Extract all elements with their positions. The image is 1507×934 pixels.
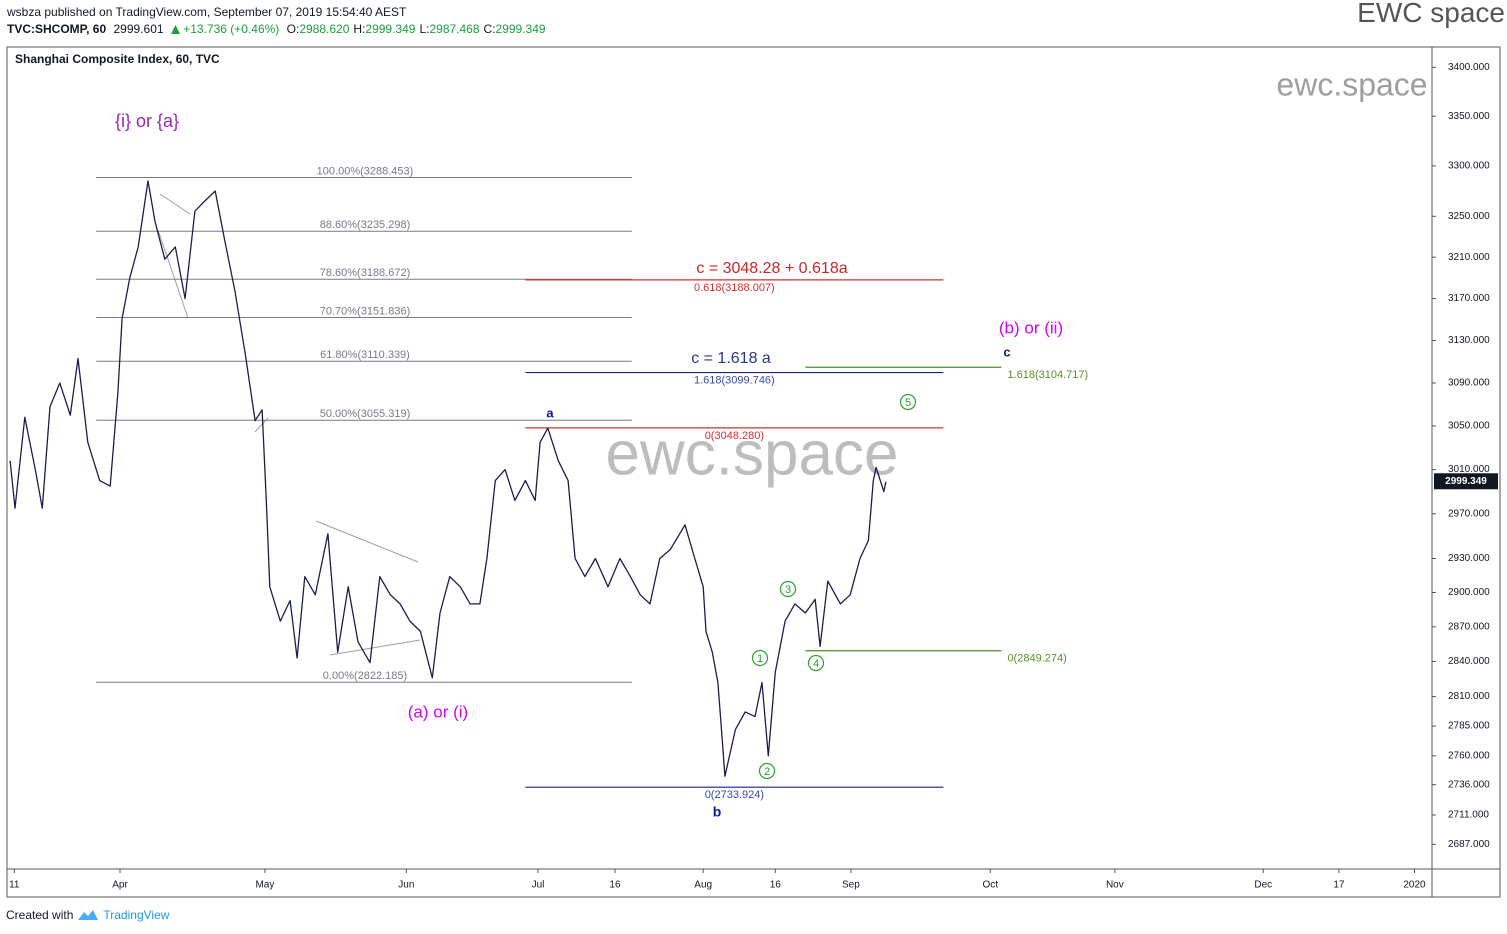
wave-number: 3: [785, 584, 791, 596]
y-tick-label: 2970.000: [1448, 508, 1490, 519]
y-tick-label: 3300.000: [1448, 161, 1490, 172]
fib-label: 61.80%(3110.339): [320, 349, 410, 361]
x-tick-label: 2020: [1403, 880, 1426, 891]
wave-label: a: [546, 405, 554, 420]
y-tick-label: 2760.000: [1448, 750, 1490, 761]
x-tick-label: Jul: [532, 880, 545, 891]
last-price-label: 2999.349: [1445, 476, 1487, 487]
wave-circle: [758, 762, 776, 780]
wave-circle: [751, 649, 769, 667]
up-arrow: [170, 25, 180, 34]
wave-label: c = 3048.28 + 0.618a: [696, 260, 847, 277]
x-tick-label: Nov: [1106, 880, 1124, 891]
y-tick-label: 3130.000: [1448, 335, 1490, 346]
symbol: TVC:SHCOMP, 60: [7, 22, 107, 36]
wave-circle: [779, 580, 797, 598]
x-tick-label: 16: [770, 880, 782, 891]
y-tick-label: 2930.000: [1448, 553, 1490, 564]
y-tick-label: 2840.000: [1448, 656, 1490, 667]
ohlc-value: 2987.468: [429, 22, 480, 36]
wave-number: 2: [764, 766, 770, 778]
ohlc-label: L:: [419, 22, 430, 36]
y-tick-label: 2810.000: [1448, 691, 1490, 702]
extension-label: 0(3048.280): [705, 430, 764, 442]
watermark: ewc.space: [1276, 66, 1427, 102]
chart-title: Shanghai Composite Index, 60, TVC: [15, 52, 220, 66]
publish-line: wsbza published on TradingView.com, Sept…: [7, 5, 410, 19]
wave-number: 4: [813, 658, 819, 670]
wave-label: {i} or {a}: [115, 111, 179, 131]
ohlc-value: 2999.349: [495, 22, 546, 36]
wave-label: c: [1003, 344, 1010, 359]
x-tick-label: Apr: [112, 880, 128, 891]
x-tick-label: 17: [1333, 880, 1345, 891]
wave-circle: [807, 654, 825, 672]
y-tick-label: 2870.000: [1448, 621, 1490, 632]
y-tick-label: 3250.000: [1448, 211, 1490, 222]
wave-circle: [899, 393, 917, 411]
x-tick-label: Jun: [398, 880, 414, 891]
wave-number: 5: [905, 397, 911, 409]
y-tick-label: 3210.000: [1448, 252, 1490, 263]
last-price: 2999.601: [113, 22, 164, 36]
extension-label: 1.618(3099.746): [694, 374, 775, 386]
ohlc-value: 2988.620: [299, 22, 350, 36]
trend-lines: [157, 193, 421, 656]
fib-label: 50.00%(3055.319): [320, 408, 411, 420]
fib-label: 70.70%(3151.836): [320, 305, 411, 317]
footer-brand: TradingView: [103, 908, 170, 922]
x-tick-label: 16: [609, 880, 621, 891]
quote-line: TVC:SHCOMP, 60 2999.601 +13.736 (+0.46%)…: [7, 22, 550, 36]
y-tick-label: 3050.000: [1448, 421, 1490, 432]
y-tick-label: 2736.000: [1448, 779, 1490, 790]
fib-label: 0.00%(2822.185): [323, 670, 407, 682]
tv-logo: [78, 910, 99, 920]
wave-label: c = 1.618 a: [691, 350, 771, 367]
x-tick-label: Aug: [694, 880, 712, 891]
x-tick-label: Dec: [1254, 880, 1272, 891]
last-price-box: [1434, 473, 1498, 490]
ohlc-label: H:: [353, 22, 366, 36]
y-tick-label: 2900.000: [1448, 587, 1490, 598]
fib-label: 78.60%(3188.672): [320, 267, 411, 279]
extension-label: 0.618(3188.007): [694, 282, 775, 294]
watermark: ewc.space: [606, 419, 899, 488]
chart-frame: [6, 46, 1501, 898]
wave-label: (a) or (i): [408, 702, 468, 721]
y-tick-label: 3350.000: [1448, 111, 1490, 122]
price-line: [9, 180, 887, 777]
y-tick-label: 2711.000: [1448, 810, 1489, 821]
ohlc-value: 2999.349: [365, 22, 416, 36]
brand: EWC space: [1357, 0, 1505, 28]
extension-label: 1.618(3104.717): [1007, 369, 1088, 381]
x-tick-label: Sep: [842, 880, 860, 891]
y-tick-label: 2687.000: [1448, 839, 1490, 850]
footer: Created with TradingView: [6, 908, 169, 922]
x-tick-label: May: [255, 880, 274, 891]
wave-label: (b) or (ii): [999, 318, 1063, 337]
publish-text: wsbza published on TradingView.com, Sept…: [7, 5, 407, 19]
wave-label: b: [713, 804, 722, 820]
y-tick-label: 3010.000: [1448, 464, 1490, 475]
x-tick-label: 11: [9, 880, 20, 891]
x-tick-label: Oct: [982, 880, 998, 891]
y-tick-label: 3170.000: [1448, 293, 1490, 304]
extension-label: 0(2733.924): [705, 789, 764, 801]
change: +13.736 (+0.46%): [183, 22, 280, 36]
y-tick-label: 3400.000: [1448, 62, 1490, 73]
footer-text: Created with: [6, 908, 74, 922]
y-tick-label: 2785.000: [1448, 721, 1490, 732]
fib-label: 100.00%(3288.453): [317, 165, 414, 177]
wave-number: 1: [757, 653, 763, 665]
y-tick-label: 3090.000: [1448, 378, 1490, 389]
extension-label: 0(2849.274): [1007, 653, 1066, 665]
fib-label: 88.60%(3235.298): [320, 219, 411, 231]
ohlc-label: O:: [286, 22, 300, 36]
ohlc-label: C:: [483, 22, 496, 36]
